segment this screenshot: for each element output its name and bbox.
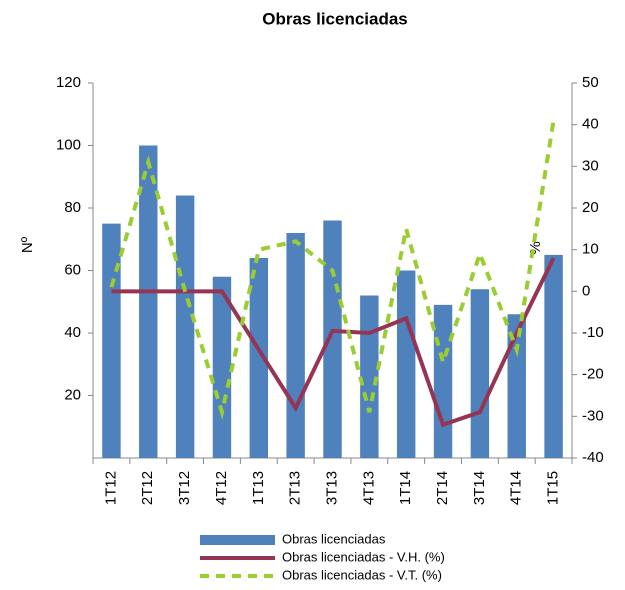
y2-axis-label: %	[527, 241, 544, 254]
bar	[249, 258, 269, 458]
x-tick-label: 1T14	[397, 471, 414, 505]
y-axis-label: Nº	[19, 236, 36, 253]
y2-tick-label: 40	[582, 116, 599, 133]
y-tick-label: 40	[64, 324, 81, 341]
bar	[544, 254, 563, 458]
chart-title: Obras licenciadas	[262, 9, 408, 28]
legend-label: Obras licenciadas - V.H. (%)	[282, 549, 445, 564]
bar	[507, 314, 526, 458]
y-tick-label: 20	[64, 386, 81, 403]
bar	[396, 270, 416, 458]
x-tick-label: 3T13	[323, 471, 340, 505]
bar	[286, 233, 305, 458]
dashed-line	[109, 120, 556, 420]
y-tick-label: 80	[64, 199, 81, 216]
y2-tick-label: -30	[582, 407, 604, 424]
y2-tick-label: -10	[582, 324, 604, 341]
bar	[139, 145, 158, 458]
bar	[212, 276, 232, 458]
x-tick-label: 2T13	[287, 471, 304, 505]
y2-tick-label: -40	[582, 449, 604, 466]
bar	[323, 220, 342, 458]
legend-label: Obras licenciadas	[282, 531, 386, 546]
y-tick-label: 100	[56, 136, 81, 153]
x-tick-label: 3T12	[176, 471, 193, 505]
y-tick-label: 60	[64, 261, 81, 278]
y2-tick-label: -20	[582, 366, 604, 383]
x-tick-label: 4T14	[508, 471, 525, 505]
x-tick-label: 2T14	[434, 471, 451, 505]
x-tick-label: 1T13	[250, 471, 267, 505]
bar	[433, 304, 453, 458]
x-tick-label: 4T13	[360, 471, 377, 505]
bar	[102, 223, 121, 458]
x-tick-label: 3T14	[471, 471, 488, 505]
bar	[360, 295, 379, 458]
x-tick-label: 2T12	[139, 471, 156, 505]
y2-tick-label: 30	[582, 157, 599, 174]
bar	[175, 195, 195, 458]
x-tick-label: 1T15	[545, 471, 562, 505]
y2-tick-label: 50	[582, 74, 599, 91]
y2-tick-label: 0	[582, 282, 590, 299]
y2-tick-label: 10	[582, 241, 599, 258]
legend-label: Obras licenciadas - V.T. (%)	[282, 567, 442, 582]
x-tick-label: 4T12	[213, 471, 230, 505]
bar	[470, 289, 490, 458]
x-tick-label: 1T12	[102, 471, 119, 505]
y-tick-label: 120	[56, 74, 81, 91]
y2-tick-label: 20	[582, 199, 599, 216]
legend-swatch	[200, 535, 275, 545]
